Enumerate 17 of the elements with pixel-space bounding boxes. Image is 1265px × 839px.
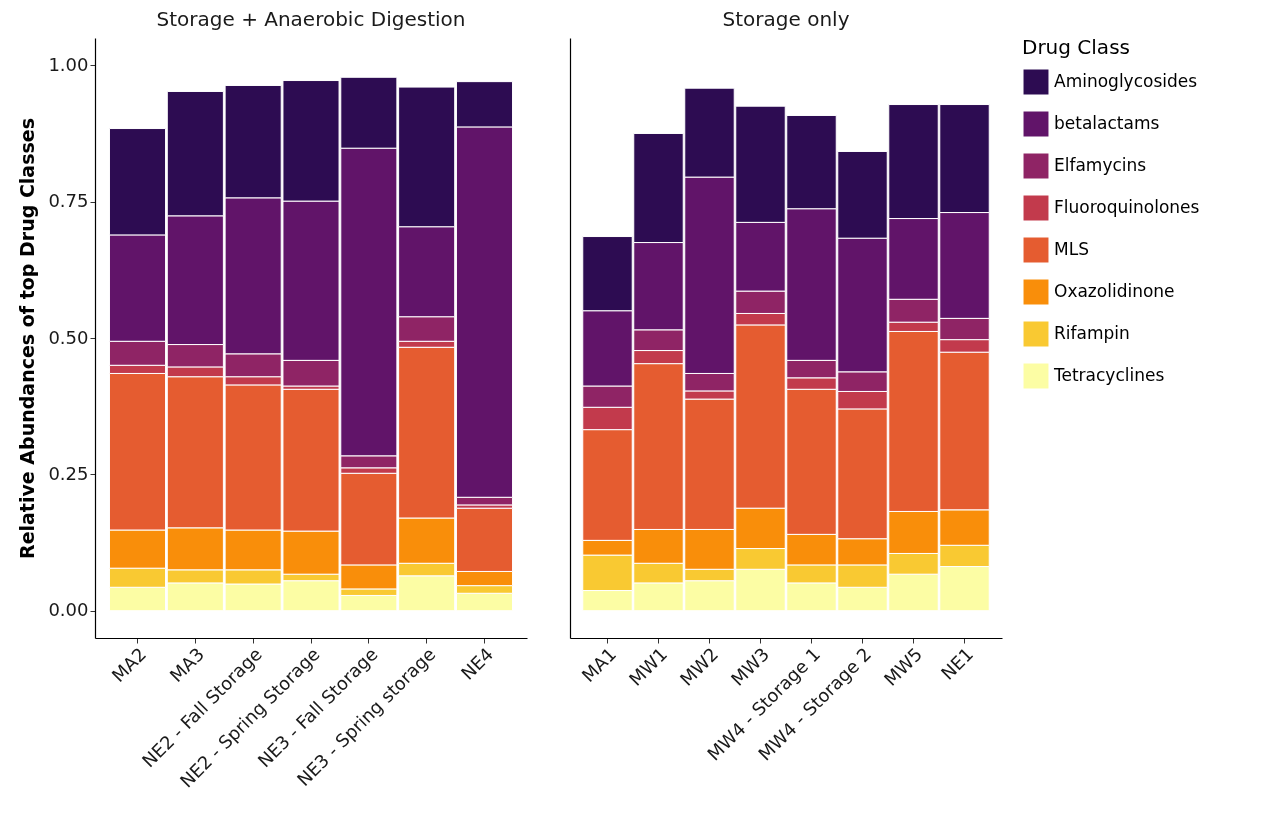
y-tick-label: 0.50	[48, 326, 89, 348]
y-tick-label: 0.25	[48, 462, 89, 484]
legend-label: Rifampin	[1054, 323, 1130, 343]
chart-title: Storage + Anaerobic Digestion	[156, 7, 466, 31]
chart-title: Storage only	[722, 7, 850, 31]
legend-label: betalactams	[1054, 113, 1160, 133]
legend-label: MLS	[1054, 239, 1089, 259]
legend-label: Aminoglycosides	[1054, 71, 1198, 91]
legend-label: Oxazolidinone	[1054, 281, 1175, 301]
legend-label: Fluoroquinolones	[1054, 197, 1200, 217]
y-tick-label: 0.00	[48, 599, 89, 621]
y-axis-title: Relative Abundances of top Drug Classes	[16, 118, 39, 559]
y-tick-label: 0.75	[48, 190, 89, 212]
legend-label: Elfamycins	[1054, 155, 1147, 175]
legend-label: Tetracyclines	[1053, 365, 1165, 385]
y-tick-label: 1.00	[48, 53, 89, 75]
legend-title: Drug Class	[1022, 35, 1130, 59]
